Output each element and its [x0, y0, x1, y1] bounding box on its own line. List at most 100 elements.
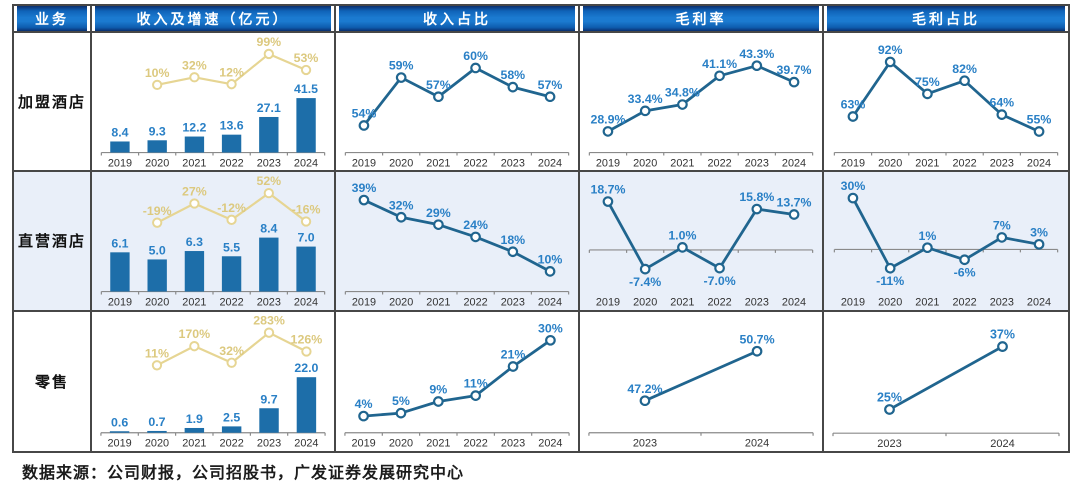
svg-text:2020: 2020 [633, 297, 657, 309]
svg-text:2024: 2024 [1027, 297, 1051, 309]
svg-text:18%: 18% [500, 233, 525, 247]
svg-text:2019: 2019 [107, 437, 131, 449]
svg-text:2023: 2023 [990, 297, 1014, 309]
row-label-direct: 直营酒店 [14, 172, 92, 312]
svg-text:54%: 54% [352, 107, 377, 121]
svg-text:2022: 2022 [953, 157, 977, 169]
svg-text:9.7: 9.7 [260, 392, 277, 406]
svg-text:2024: 2024 [538, 157, 562, 169]
svg-text:2022: 2022 [953, 297, 977, 309]
svg-text:2020: 2020 [145, 157, 169, 169]
svg-text:9.3: 9.3 [149, 124, 166, 138]
svg-text:2021: 2021 [182, 297, 206, 309]
svg-text:1%: 1% [918, 229, 936, 243]
chart-franchise-revenue-growth: 2019 2020 2021 2022 2023 2024 8.4 9.3 12.2 13.6 27… [100, 35, 326, 169]
svg-text:34.8%: 34.8% [665, 86, 700, 100]
svg-text:1.0%: 1.0% [668, 229, 696, 243]
svg-text:-11%: -11% [876, 274, 904, 288]
chart-retail-gross-margin: 2023 2024 47.2% 50.7% [588, 332, 814, 449]
chart-cell-retail-gross-profit-share: 2023 2024 25% 37% [824, 311, 1068, 451]
svg-text:22.0: 22.0 [294, 361, 318, 375]
svg-text:11%: 11% [464, 376, 488, 390]
svg-text:5%: 5% [392, 394, 410, 408]
svg-text:2021: 2021 [915, 297, 939, 309]
svg-text:5.5: 5.5 [223, 241, 240, 255]
svg-text:13.6: 13.6 [220, 119, 244, 133]
svg-text:2024: 2024 [782, 297, 806, 309]
svg-text:2024: 2024 [294, 157, 318, 169]
svg-text:0.7: 0.7 [148, 415, 165, 429]
svg-text:2020: 2020 [145, 297, 169, 309]
svg-text:55%: 55% [1027, 113, 1052, 127]
svg-text:-19%: -19% [143, 204, 172, 218]
svg-text:126%: 126% [291, 332, 323, 346]
svg-text:8.4: 8.4 [260, 222, 277, 236]
svg-text:2021: 2021 [915, 157, 939, 169]
svg-text:6.1: 6.1 [111, 237, 128, 251]
svg-text:99%: 99% [256, 35, 281, 49]
svg-text:12.2: 12.2 [182, 121, 206, 135]
svg-text:53%: 53% [294, 51, 319, 65]
svg-text:-7.4%: -7.4% [629, 275, 661, 289]
svg-text:2023: 2023 [745, 157, 769, 169]
svg-text:15.8%: 15.8% [739, 190, 774, 204]
svg-text:58%: 58% [500, 68, 525, 82]
svg-text:1.9: 1.9 [186, 412, 203, 426]
svg-text:-12%: -12% [217, 201, 246, 215]
svg-text:32%: 32% [389, 199, 414, 213]
svg-text:2023: 2023 [501, 437, 525, 449]
svg-text:2019: 2019 [108, 297, 132, 309]
svg-text:21%: 21% [501, 347, 526, 361]
header-revenue-growth-label: 收入及增速（亿元） [95, 6, 331, 31]
chart-cell-direct-revenue-share: 2019 2020 2021 2022 2023 2024 39% 32% 29% 24% 18% 1… [336, 172, 580, 312]
svg-text:27%: 27% [182, 185, 207, 199]
svg-text:32%: 32% [182, 58, 207, 72]
svg-text:2021: 2021 [182, 437, 206, 449]
svg-text:11%: 11% [145, 346, 169, 360]
svg-text:64%: 64% [989, 96, 1014, 110]
svg-text:10%: 10% [145, 66, 170, 80]
svg-text:2021: 2021 [426, 437, 450, 449]
svg-text:30%: 30% [841, 179, 866, 193]
svg-text:57%: 57% [426, 78, 451, 92]
header-revenue-share-label: 收入占比 [339, 6, 575, 31]
svg-text:13.7%: 13.7% [777, 196, 812, 210]
svg-text:7%: 7% [993, 219, 1011, 233]
svg-text:59%: 59% [389, 59, 414, 73]
svg-text:8.4: 8.4 [111, 126, 128, 140]
svg-text:2022: 2022 [464, 157, 488, 169]
svg-text:2024: 2024 [538, 437, 562, 449]
svg-text:32%: 32% [219, 343, 244, 357]
svg-text:52%: 52% [256, 175, 281, 189]
svg-text:4%: 4% [355, 397, 373, 411]
svg-text:18.7%: 18.7% [590, 183, 625, 197]
svg-text:25%: 25% [877, 390, 902, 404]
chart-retail-revenue-share: 2019 2020 2021 2022 2023 2024 4% 5% 9% 11% 21% 30% [344, 321, 570, 449]
svg-text:2019: 2019 [596, 157, 620, 169]
chart-cell-franchise-gross-margin: 2019 2020 2021 2022 2023 2024 28.9% 33.4% 34.8% 4… [580, 33, 824, 173]
svg-text:7.0: 7.0 [297, 231, 314, 245]
svg-text:63%: 63% [841, 98, 866, 112]
segment-charts-table: 业务 收入及增速（亿元） 收入占比 毛利率 毛利占比 加盟酒店 2019 2020… [12, 4, 1070, 453]
svg-text:2022: 2022 [220, 297, 244, 309]
svg-text:2019: 2019 [351, 437, 375, 449]
header-cell-revenue-growth: 收入及增速（亿元） [92, 6, 336, 33]
svg-text:2024: 2024 [538, 297, 562, 309]
svg-text:2023: 2023 [633, 437, 657, 449]
svg-text:2021: 2021 [426, 157, 450, 169]
chart-direct-revenue-share: 2019 2020 2021 2022 2023 2024 39% 32% 29% 24% 18% 1… [344, 182, 570, 309]
svg-text:2023: 2023 [501, 297, 525, 309]
header-gross-margin-label: 毛利率 [583, 6, 819, 31]
svg-text:2022: 2022 [464, 437, 488, 449]
svg-text:29%: 29% [426, 206, 451, 220]
svg-text:2023: 2023 [877, 438, 901, 450]
svg-text:2020: 2020 [633, 157, 657, 169]
svg-text:60%: 60% [463, 49, 488, 63]
svg-text:2022: 2022 [220, 437, 244, 449]
svg-text:75%: 75% [915, 75, 940, 89]
chart-cell-retail-gross-margin: 2023 2024 47.2% 50.7% [580, 311, 824, 451]
chart-direct-gross-margin: 2019 2020 2021 2022 2023 2024 18.7% -7.4% 1.0% -7… [588, 183, 814, 309]
svg-text:33.4%: 33.4% [628, 92, 663, 106]
svg-text:3%: 3% [1030, 226, 1048, 240]
